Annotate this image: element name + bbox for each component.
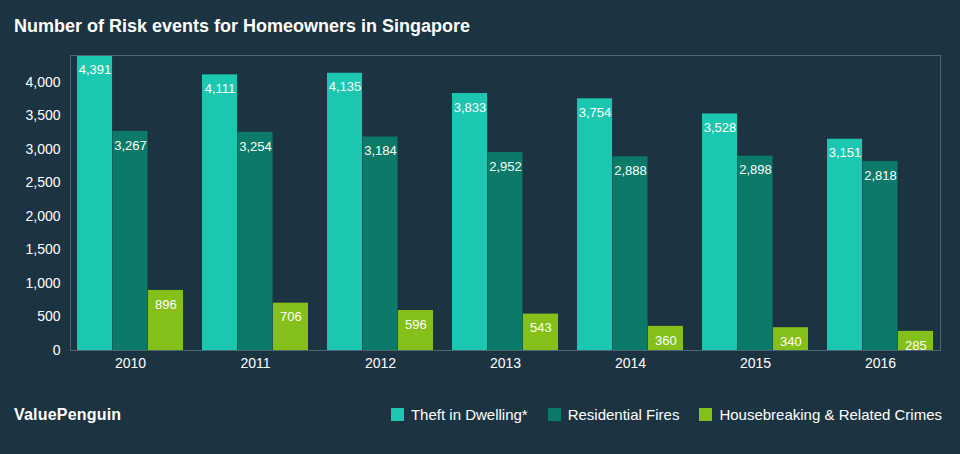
svg-text:3,151: 3,151: [829, 145, 862, 160]
svg-text:2012: 2012: [365, 355, 396, 371]
svg-text:2,000: 2,000: [25, 208, 60, 224]
svg-text:1,500: 1,500: [25, 241, 60, 257]
svg-text:596: 596: [405, 317, 427, 332]
svg-text:285: 285: [905, 337, 927, 353]
svg-text:2013: 2013: [490, 355, 521, 371]
svg-text:2,818: 2,818: [864, 168, 897, 183]
svg-text:4,000: 4,000: [25, 74, 60, 90]
svg-text:3,000: 3,000: [25, 141, 60, 157]
svg-text:543: 543: [530, 320, 552, 335]
svg-text:2014: 2014: [615, 355, 646, 371]
svg-text:3,528: 3,528: [704, 120, 737, 135]
svg-text:0: 0: [53, 342, 61, 358]
svg-text:3,267: 3,267: [114, 138, 147, 153]
svg-text:2010: 2010: [115, 355, 146, 371]
svg-text:3,754: 3,754: [579, 105, 612, 120]
svg-text:2015: 2015: [740, 355, 771, 371]
html-text:Housebreaking & Related Crimes: Housebreaking & Related Crimes: [719, 406, 942, 423]
svg-text:896: 896: [155, 297, 177, 312]
svg-text:2,952: 2,952: [489, 159, 522, 174]
svg-text:2011: 2011: [240, 355, 270, 371]
svg-text:2,898: 2,898: [739, 162, 772, 177]
svg-text:3,833: 3,833: [454, 100, 487, 115]
svg-text:2,888: 2,888: [614, 163, 647, 178]
html-text:Residential Fires: Residential Fires: [567, 406, 680, 423]
svg-text:3,184: 3,184: [364, 143, 397, 158]
svg-text:2016: 2016: [865, 355, 896, 371]
html-text:Number of Risk events for Home: Number of Risk events for Homeowners in …: [14, 16, 471, 36]
svg-text:1,000: 1,000: [25, 275, 60, 291]
svg-text:2,500: 2,500: [25, 174, 60, 190]
svg-text:360: 360: [655, 333, 677, 348]
svg-text:3,254: 3,254: [239, 138, 272, 153]
svg-text:706: 706: [280, 309, 302, 324]
svg-text:500: 500: [37, 308, 61, 324]
svg-text:3,500: 3,500: [25, 107, 60, 123]
svg-text:4,135: 4,135: [329, 79, 362, 94]
svg-text:4,111: 4,111: [205, 81, 236, 96]
svg-text:340: 340: [780, 334, 802, 349]
html-text:ValuePenguin: ValuePenguin: [14, 405, 122, 423]
html-text:Theft in Dwelling*: Theft in Dwelling*: [411, 406, 528, 423]
svg-text:4,391: 4,391: [79, 62, 112, 77]
